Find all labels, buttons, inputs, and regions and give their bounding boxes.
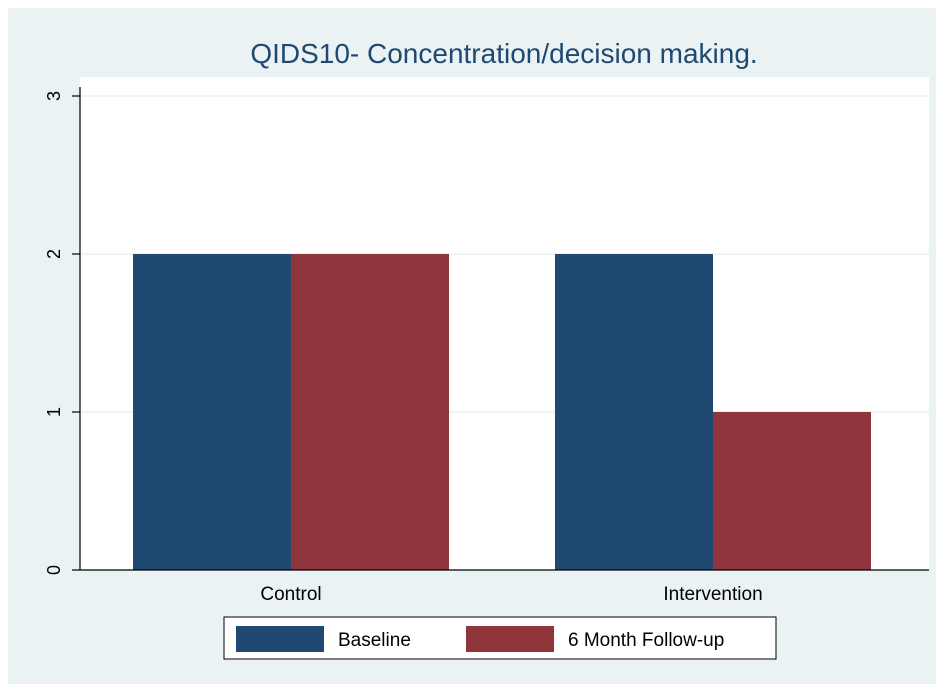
y-tick-label: 0: [44, 565, 64, 575]
x-tick-label: Control: [260, 584, 321, 605]
y-tick-label: 1: [44, 407, 64, 417]
bar-intervention-follow-up: [713, 412, 871, 570]
bar-intervention-baseline: [555, 254, 713, 570]
axes: 0 1 2 3 Control Intervention: [44, 87, 929, 605]
bar-control-baseline: [133, 254, 291, 570]
legend-swatch: [466, 626, 554, 652]
legend-label: Baseline: [338, 630, 411, 651]
y-tick-label: 2: [44, 249, 64, 259]
legend-swatch: [236, 626, 324, 652]
y-tick-label: 3: [44, 91, 64, 101]
bar-control-follow-up: [291, 254, 449, 570]
x-tick-label: Intervention: [663, 584, 762, 605]
bars: [133, 254, 871, 570]
legend-label: 6 Month Follow-up: [568, 630, 724, 651]
chart-title: QIDS10- Concentration/decision making.: [250, 38, 757, 69]
legend: Baseline 6 Month Follow-up: [223, 616, 777, 660]
